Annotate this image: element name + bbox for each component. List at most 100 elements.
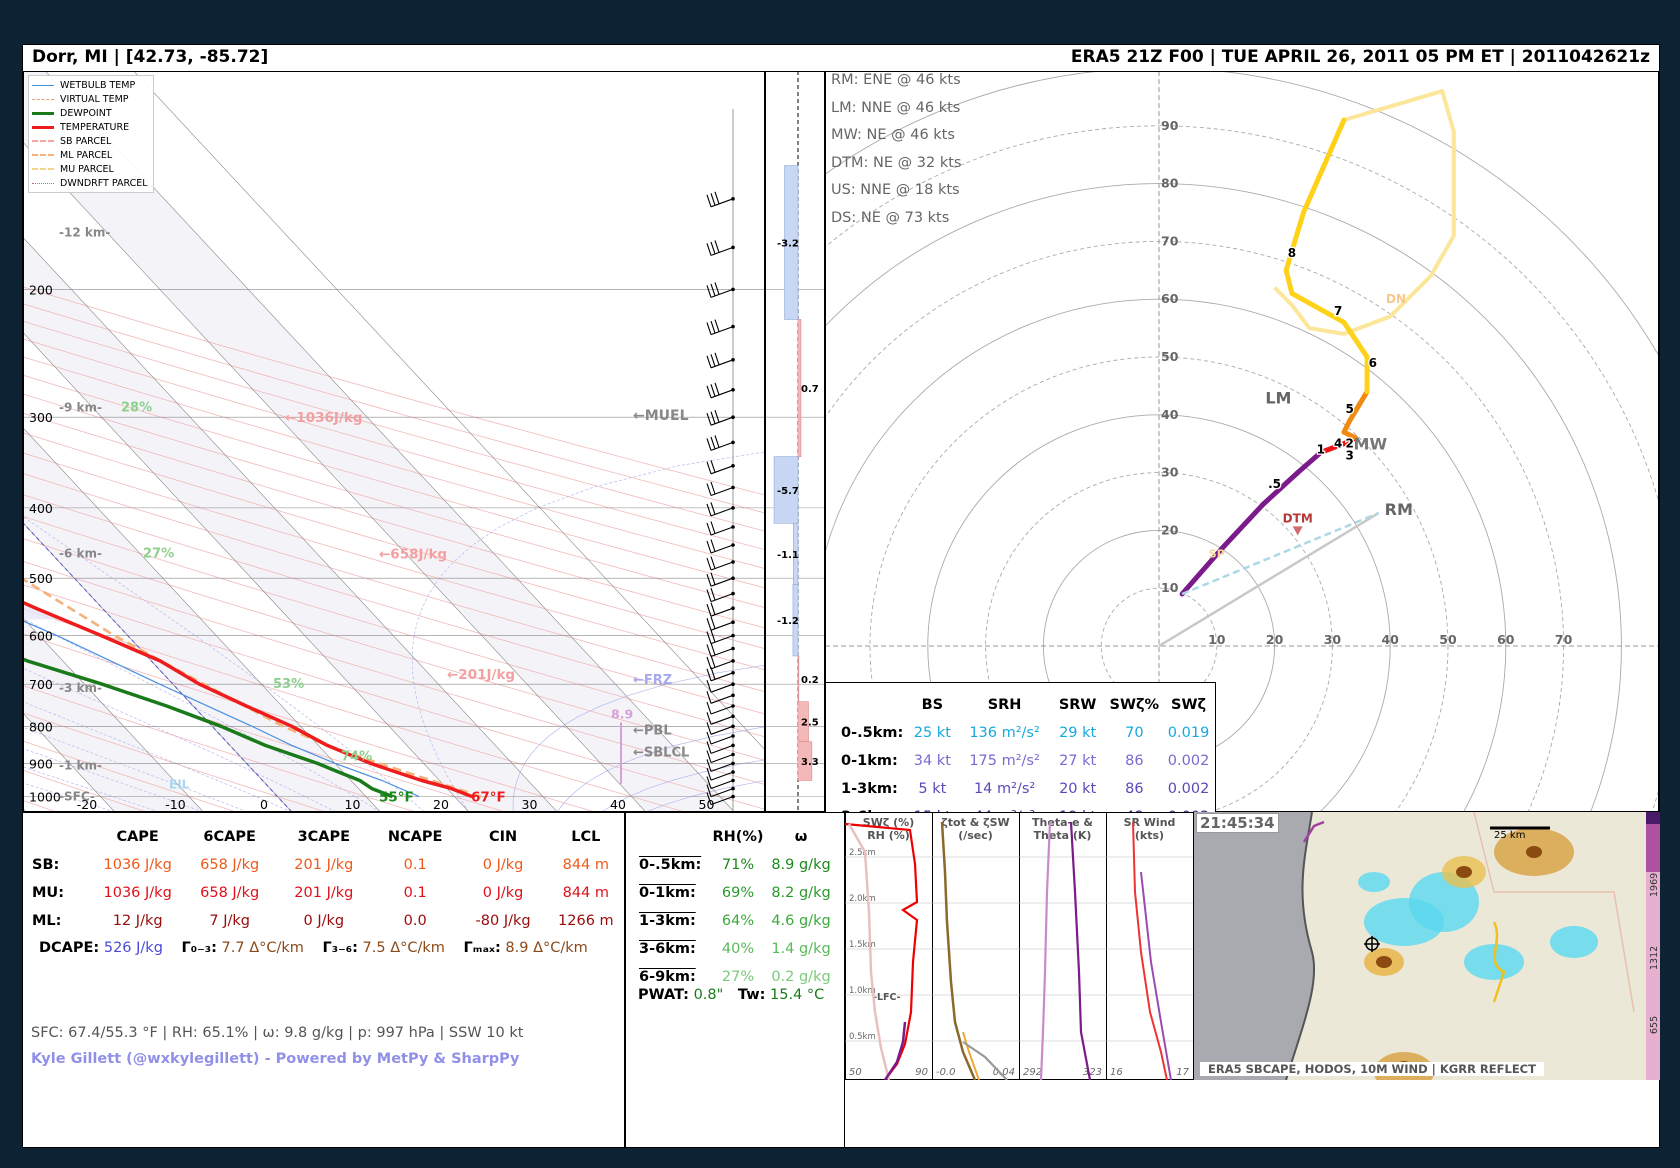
params-header: 3CAPE: [297, 829, 351, 845]
credit-line: Kyle Gillett (@wxkylegillett) - Powered …: [31, 1051, 520, 1067]
moisture-header-blank: [638, 823, 708, 851]
pressure-tick-label: 700: [29, 677, 53, 692]
barb-dot: [731, 560, 735, 564]
params-value: 844 m: [562, 885, 610, 901]
params-header-row: CAPE 6CAPE 3CAPE NCAPE CIN LCL: [31, 823, 624, 851]
wind-barb: [706, 460, 735, 475]
wind-barb: [706, 191, 735, 208]
barb-dot: [731, 770, 735, 774]
hodo-border: [825, 71, 1659, 812]
shear-value: 86: [1125, 781, 1144, 797]
wind-barb: [706, 680, 735, 693]
shear-value: 86: [1125, 753, 1144, 769]
barb-flag: [706, 656, 712, 670]
strip-bar: [797, 655, 800, 703]
shear-table-panel: BS SRH SRW SWζ% SWζ 0-.5km: 25 kt 136 m²/s² 29 k…: [825, 682, 1216, 825]
barb-shaft: [710, 771, 734, 781]
lm-label: LM: [1265, 388, 1291, 407]
mw-label: MW: [1354, 435, 1388, 454]
dry-adiabat: [23, 740, 237, 812]
hodo-x-tick: 60: [1497, 632, 1515, 647]
barb-flag: [714, 352, 720, 365]
pressure-tick-label: 300: [29, 410, 53, 425]
legend-label: DWNDRFT PARCEL: [60, 177, 148, 189]
rh-curve: [847, 823, 891, 1080]
dcape-value: 526 J/kg: [103, 940, 163, 956]
moisture-mixing-ratio: 1.4 g/kg: [771, 941, 831, 957]
barb-dot: [731, 743, 735, 748]
barb-dot: [731, 693, 735, 698]
barb-flag: [714, 240, 720, 253]
barb-flag: [706, 792, 712, 805]
shear-header: SWζ%: [1109, 697, 1160, 713]
hodo-trace-segment: [1347, 389, 1370, 424]
radar-colorbar-label: 655: [1649, 1016, 1660, 1034]
moisture-layer-label: 1-3km:: [639, 913, 696, 929]
cape-table: CAPE 6CAPE 3CAPE NCAPE CIN LCL SB: 1036 J/kg 658…: [31, 823, 624, 935]
params-value: 12 J/kg: [112, 913, 163, 929]
barb-flag: [710, 241, 716, 255]
mini-x-min: 292: [1023, 1067, 1042, 1078]
pressure-tick-label: 800: [29, 719, 53, 734]
params-row: SB: 1036 J/kg 658 J/kg 201 J/kg 0.1 0 J/kg 844…: [31, 851, 624, 879]
shear-header: SRW: [1058, 697, 1097, 713]
legend-swatch: [32, 168, 54, 170]
legend-swatch: [32, 111, 54, 115]
isotherm: [23, 141, 647, 812]
moisture-table: RH(%) ω 0-.5km: 71% 8.9 g/kg 0-1km: 69% 8.2 g/k…: [638, 823, 834, 991]
lapse-rate-strip: -3.2 0.7 -5.7 -1.1 -1.2 0.2 2.5 3.3: [765, 71, 825, 812]
barb-flag: [706, 712, 712, 725]
mini-height-label: 2.0km: [849, 894, 876, 904]
mini-column-frame: [932, 812, 1020, 1080]
hodo-km-mark: 6: [1369, 356, 1377, 370]
barb-dot: [731, 287, 735, 292]
mini-subtitle: (kts): [1135, 829, 1164, 842]
barb-dot: [731, 485, 735, 490]
legend-entry: MU PARCEL: [32, 162, 150, 176]
barb-flag: [706, 285, 712, 298]
radar-shoreline: [1285, 812, 1316, 1080]
barb-shaft: [710, 288, 734, 298]
legend-entry: DWNDRFT PARCEL: [32, 176, 150, 190]
moisture-rh: 27%: [721, 969, 755, 985]
barb-shaft: [710, 779, 734, 790]
params-value: 201 J/kg: [294, 857, 354, 873]
height-marker: -SFC-: [59, 790, 95, 804]
params-value: 0.0: [403, 913, 427, 929]
wind-barb: [706, 792, 735, 806]
mini-subtitle: Theta (K): [1034, 829, 1092, 842]
radar-hodo-overlay-2: [1302, 820, 1325, 843]
dry-adiabat: [23, 584, 765, 810]
height-marker: -3 km-: [59, 681, 102, 695]
height-marker: -9 km-: [59, 401, 102, 415]
params-header: LCL: [571, 829, 601, 845]
barb-flag: [706, 750, 712, 763]
mini-x-max: 17: [1176, 1067, 1189, 1078]
barb-flag: [706, 385, 712, 398]
barb-shaft: [710, 796, 734, 806]
isotherm: [133, 71, 765, 751]
barb-flag: [714, 382, 720, 395]
dry-adiabat: [23, 303, 765, 514]
strip-bar: [797, 319, 802, 457]
dry-adiabat: [23, 320, 765, 532]
rm-label: RM: [1385, 500, 1413, 519]
height-marker: -6 km-: [59, 546, 102, 560]
barb-flag: [710, 320, 716, 334]
barb-shaft: [710, 744, 734, 754]
params-value: 0.1: [403, 885, 427, 901]
legend-swatch: [32, 154, 54, 156]
g03-value: 7.7 Δ°C/km: [221, 940, 304, 956]
rm-vector: [1158, 511, 1380, 648]
barb-shaft: [710, 762, 734, 772]
wind-barb: [706, 282, 735, 298]
params-value: 201 J/kg: [294, 885, 354, 901]
radar-echo: [1358, 872, 1390, 892]
wind-barb: [706, 410, 735, 426]
temperature-tick-label: 50: [699, 797, 715, 812]
barb-flag: [706, 644, 712, 657]
barb-dot: [731, 388, 735, 392]
hodo-y-tick: 100: [1161, 71, 1187, 75]
hodo-trace-segment: [1301, 117, 1347, 215]
radar-caption: ERA5 SBCAPE, HODOS, 10M WIND | KGRR REFL…: [1200, 1062, 1544, 1076]
